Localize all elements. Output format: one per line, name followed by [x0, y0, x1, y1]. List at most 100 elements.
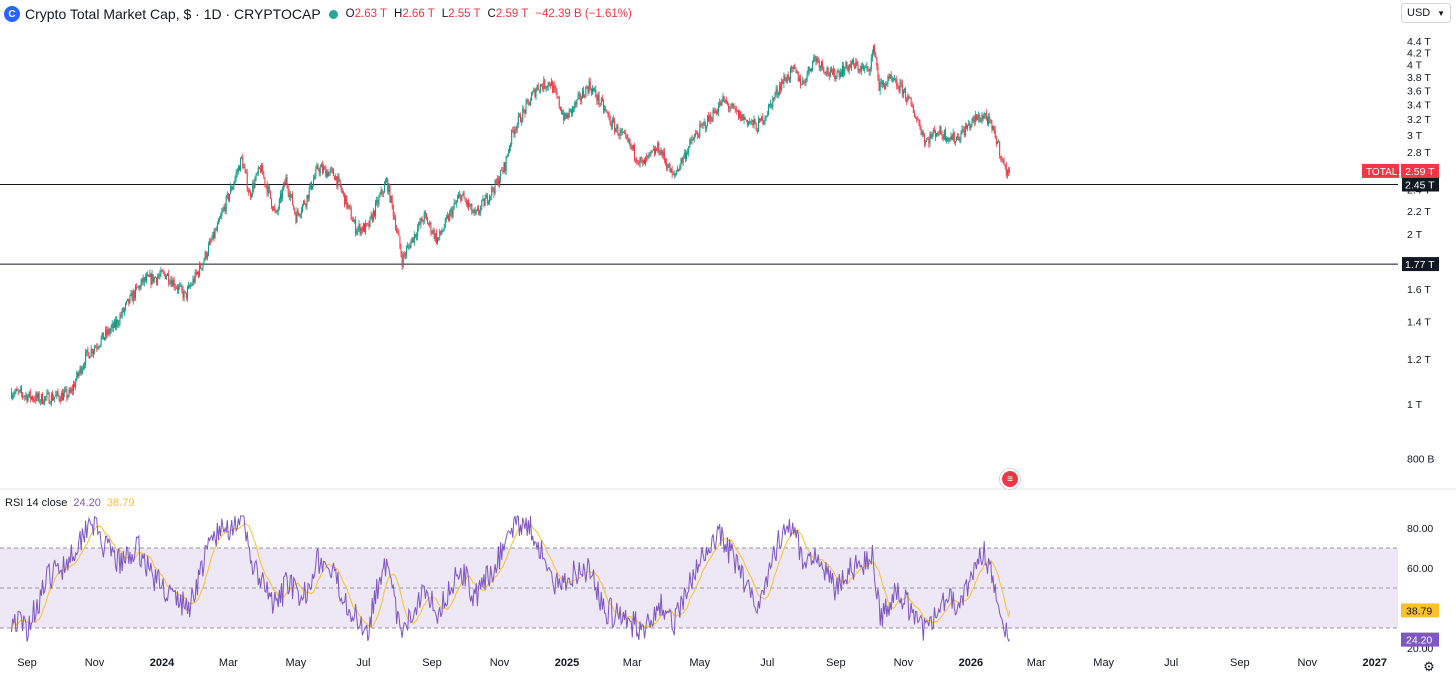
candle-body [501, 170, 503, 171]
settings-gear-icon[interactable]: ⚙ [1423, 659, 1435, 674]
last-price-name-tag [1362, 163, 1399, 178]
candle-body [298, 213, 300, 216]
candle-body [938, 134, 940, 136]
candle-body [647, 155, 649, 158]
candle-body [341, 190, 343, 192]
candle-body [1001, 159, 1003, 160]
candle-body [242, 156, 244, 169]
candle-body [294, 208, 296, 214]
candle-body [614, 121, 616, 132]
candle-body [803, 80, 805, 82]
candle-body [894, 78, 896, 81]
candle-body [865, 67, 867, 69]
candle-body [617, 125, 619, 136]
price-axis-tick-label: 3.4 T [1407, 99, 1431, 111]
candle-body [549, 85, 551, 86]
candle-body [733, 105, 735, 109]
candle-body [842, 65, 844, 76]
candle-body [410, 241, 412, 249]
candle-body [793, 65, 795, 69]
currency-label: USD [1407, 7, 1431, 19]
candle-body [932, 129, 934, 135]
candle-body [558, 97, 560, 107]
candle-body [417, 228, 419, 237]
candle-body [769, 103, 770, 107]
candle-body [657, 143, 659, 151]
candle-body [954, 141, 956, 143]
candle-body [94, 347, 95, 352]
price-axis-tick-label: 2.2 T [1407, 206, 1431, 218]
candle-body [544, 79, 546, 89]
candle-body [782, 80, 784, 84]
rsi-axis-tick-label: 60.00 [1407, 563, 1433, 575]
candle-body [978, 114, 980, 119]
candle-body [595, 89, 597, 97]
candle-body [133, 291, 135, 299]
candle-body [449, 212, 451, 221]
candle-body [412, 237, 414, 243]
candle-body [1009, 170, 1011, 172]
candle-body [738, 110, 740, 119]
candle-body [302, 204, 304, 212]
candle-body [780, 85, 782, 91]
currency-selector[interactable]: USD ▼ [1401, 3, 1451, 23]
candle-body [882, 81, 884, 85]
candle-body [352, 221, 354, 222]
candle-body [919, 122, 921, 130]
candle-body [365, 223, 367, 233]
candle-body [320, 165, 322, 168]
candle-body [663, 151, 665, 160]
candle-body [178, 286, 180, 291]
candle-body [612, 119, 614, 122]
candle-body [193, 278, 195, 283]
candle-body [891, 78, 893, 80]
time-axis-tick-label: Mar [623, 657, 642, 669]
candle-body [132, 291, 134, 302]
time-axis-tick-label: May [689, 657, 710, 669]
candle-body [465, 200, 467, 205]
candle-body [974, 114, 976, 123]
candle-body [922, 132, 924, 136]
candle-body [927, 138, 929, 140]
candle-body [481, 200, 483, 207]
candle-body [423, 212, 425, 222]
candle-body [960, 132, 962, 140]
candle-body [991, 123, 993, 130]
candle-body [542, 86, 544, 90]
candle-body [286, 177, 288, 186]
candle-body [483, 198, 485, 206]
candle-body [925, 141, 927, 144]
candle-body [604, 108, 606, 111]
candle-body [690, 138, 692, 141]
candle-body [778, 85, 780, 94]
candle-body [123, 308, 125, 313]
chevron-down-icon: ▼ [1437, 8, 1445, 18]
candle-body [813, 57, 815, 62]
economic-event-flag-icon[interactable]: ≡ [1000, 469, 1020, 489]
candle-body [580, 98, 582, 101]
candle-body [667, 167, 669, 169]
candle-body [783, 76, 785, 84]
candle-body [153, 277, 155, 282]
candle-body [687, 152, 689, 154]
candle-body [439, 230, 441, 238]
candle-body [616, 125, 618, 129]
candle-body [712, 109, 714, 122]
candle-body [512, 129, 514, 131]
candle-body [605, 108, 607, 111]
candle-body [714, 110, 716, 114]
candle-body [486, 194, 488, 204]
candle-body [155, 277, 157, 283]
candle-body [113, 320, 115, 328]
candle-body [830, 68, 832, 72]
candle-body [453, 203, 455, 208]
candle-body [137, 286, 139, 288]
candle-body [115, 320, 117, 327]
candle-body [802, 80, 804, 85]
candle-body [15, 389, 17, 393]
symbol-title[interactable]: Crypto Total Market Cap, $ · 1D · CRYPTO… [25, 6, 321, 22]
candle-body [969, 123, 971, 129]
candle-body [443, 227, 445, 231]
candle-body [775, 88, 777, 95]
